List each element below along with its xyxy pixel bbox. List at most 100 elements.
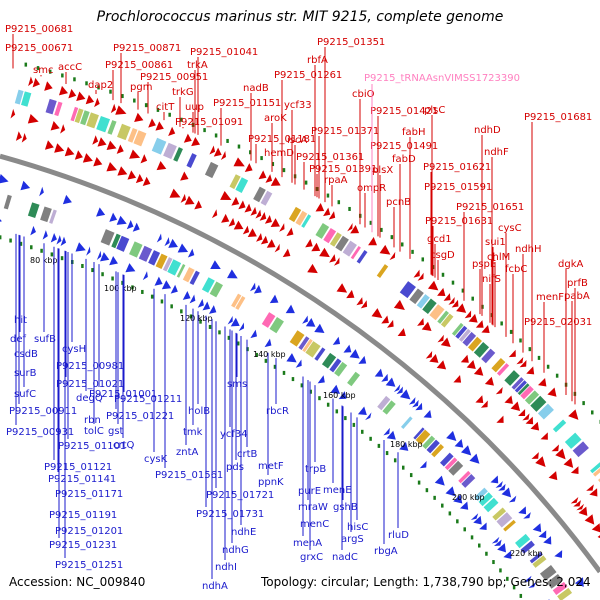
feature-box	[129, 241, 143, 258]
reverse-gene-arrow	[100, 252, 110, 262]
forward-gene-arrow	[589, 488, 598, 497]
forward-gene-label: pgm	[130, 82, 152, 93]
reverse-gene-arrow	[285, 304, 295, 314]
forward-gene-arrow	[443, 293, 451, 301]
forward-gene-arrow	[148, 118, 156, 128]
reverse-gene-arrow	[523, 512, 531, 519]
forward-gene-arrow	[584, 514, 595, 525]
feature-box	[117, 123, 131, 141]
forward-gene-arrow	[387, 319, 394, 328]
forward-gene-arrow	[244, 203, 252, 213]
forward-gene-arrow	[180, 171, 189, 181]
tick-mark	[300, 383, 304, 388]
reverse-gene-arrow	[446, 430, 457, 441]
reverse-gene-label: sms	[227, 379, 247, 390]
forward-gene-label: P9215_01361	[296, 152, 364, 163]
reverse-gene-arrow	[554, 550, 563, 558]
tick-mark	[85, 81, 88, 86]
forward-gene-arrow	[92, 135, 99, 145]
reverse-gene-arrow	[332, 336, 341, 345]
feature-box	[189, 270, 200, 286]
forward-gene-arrow	[597, 535, 600, 539]
forward-gene-arrow	[213, 147, 222, 157]
forward-gene-label: P9215_01651	[456, 202, 524, 213]
forward-gene-arrow	[379, 244, 391, 255]
tick-mark	[282, 168, 286, 173]
feature-box	[347, 371, 361, 387]
forward-gene-arrow	[60, 124, 66, 134]
forward-gene-label: prfB	[567, 278, 588, 289]
feature-box	[422, 298, 437, 315]
feature-box	[70, 106, 79, 122]
tick-mark	[291, 377, 295, 382]
forward-gene-label: dgkA	[558, 259, 583, 270]
forward-gene-label: csgD	[430, 250, 455, 261]
reverse-gene-label: crtB	[237, 449, 258, 460]
forward-gene-arrow	[429, 353, 439, 363]
tick-mark	[537, 355, 541, 360]
reverse-gene-arrow	[295, 359, 302, 368]
forward-gene-arrow	[116, 144, 124, 154]
reverse-gene-label: hisC	[347, 522, 368, 533]
reverse-gene-label: ndhG	[222, 545, 249, 556]
feature-box	[167, 259, 182, 276]
forward-gene-arrow	[535, 456, 546, 467]
tick-mark	[499, 568, 502, 573]
feature-box	[27, 202, 40, 219]
forward-gene-arrow	[475, 320, 484, 328]
reverse-gene-label: P9215_00981	[56, 361, 124, 372]
feature-box	[96, 115, 111, 133]
reverse-gene-arrow	[109, 212, 118, 222]
feature-box	[148, 250, 161, 266]
reverse-gene-arrow	[365, 412, 372, 421]
tick-mark	[304, 180, 308, 185]
reverse-gene-arrow	[423, 409, 432, 418]
reverse-gene-arrow	[20, 180, 31, 191]
forward-gene-arrow	[183, 133, 192, 143]
map-title: Prochlorococcus marinus str. MIT 9215, c…	[96, 9, 504, 25]
reverse-gene-label: menC	[300, 519, 329, 530]
reverse-gene-arrow	[358, 355, 367, 364]
forward-gene-arrow	[480, 400, 488, 408]
reverse-gene-arrow	[374, 368, 384, 377]
trna-gene-label: P9215_tRNAAsnVIMSS1723390	[364, 73, 520, 84]
feature-box	[40, 206, 52, 223]
forward-gene-arrow	[265, 174, 273, 183]
tick-mark	[337, 200, 341, 205]
forward-gene-arrow	[495, 387, 503, 395]
feature-box	[557, 587, 573, 600]
tick-mark	[393, 458, 397, 463]
feature-box	[80, 110, 90, 126]
tick-mark	[40, 248, 43, 253]
forward-gene-arrow	[389, 251, 396, 261]
reverse-gene-arrow	[116, 215, 127, 225]
reverse-gene-arrow	[454, 439, 464, 448]
feature-box	[448, 460, 464, 476]
reverse-gene-label: P9215_01101	[58, 441, 126, 452]
reverse-gene-label: surB	[14, 368, 37, 379]
feature-box	[335, 235, 349, 252]
forward-gene-label: P9215_01261	[274, 70, 342, 81]
feature-box	[231, 293, 242, 308]
feature-box	[496, 363, 510, 376]
tick-mark	[471, 296, 474, 301]
reverse-gene-arrow	[385, 377, 396, 387]
feature-box	[107, 120, 117, 135]
forward-gene-arrow	[106, 140, 117, 150]
feature-box	[492, 507, 507, 521]
reverse-gene-arrow	[538, 530, 547, 539]
reverse-gene-arrow	[501, 487, 512, 498]
forward-gene-arrow	[371, 308, 383, 318]
scale-label: 180 kbp	[390, 440, 423, 449]
reverse-gene-arrow	[498, 483, 506, 491]
forward-gene-arrow	[547, 387, 557, 397]
forward-gene-label: ndhH	[515, 244, 542, 255]
feature-box	[517, 383, 530, 396]
forward-gene-label: rpaA	[324, 175, 348, 186]
forward-gene-label: iscA	[287, 135, 307, 146]
feature-box	[329, 232, 342, 247]
reverse-gene-label: nadC	[332, 552, 358, 563]
forward-gene-label: smc	[33, 65, 53, 76]
